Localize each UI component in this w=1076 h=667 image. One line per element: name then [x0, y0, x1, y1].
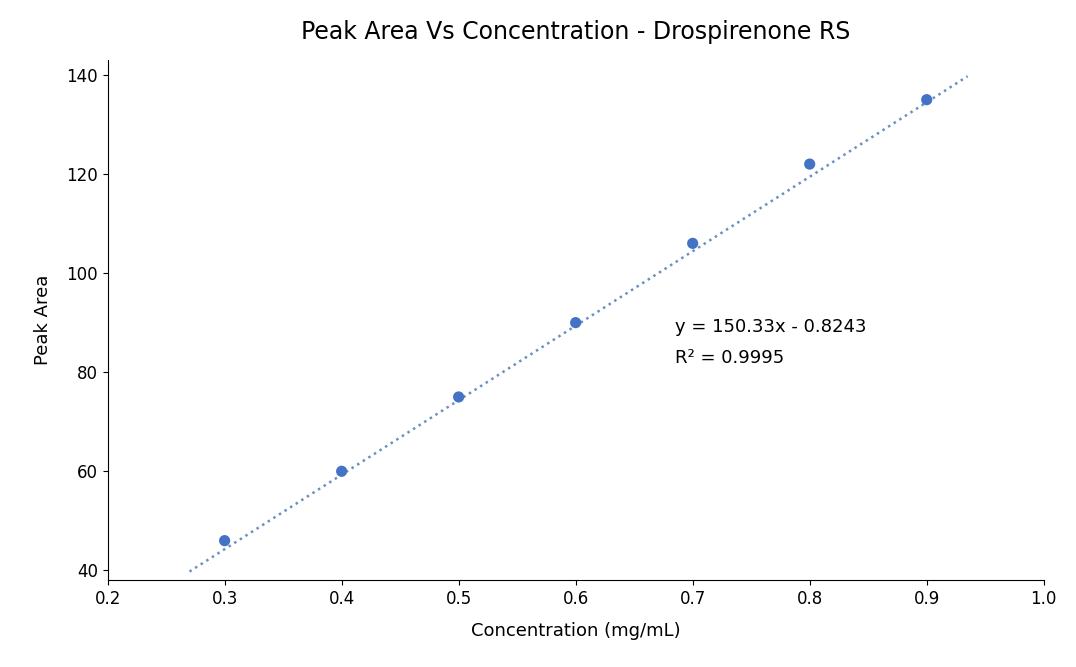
Point	[216, 536, 233, 546]
Point	[567, 317, 584, 328]
Text: y = 150.33x - 0.8243
R² = 0.9995: y = 150.33x - 0.8243 R² = 0.9995	[675, 318, 866, 367]
Point	[802, 159, 819, 169]
X-axis label: Concentration (mg/mL): Concentration (mg/mL)	[471, 622, 680, 640]
Title: Peak Area Vs Concentration - Drospirenone RS: Peak Area Vs Concentration - Drospirenon…	[301, 20, 850, 44]
Point	[450, 392, 467, 402]
Point	[684, 238, 702, 249]
Y-axis label: Peak Area: Peak Area	[34, 275, 53, 366]
Point	[918, 94, 935, 105]
Point	[334, 466, 351, 477]
